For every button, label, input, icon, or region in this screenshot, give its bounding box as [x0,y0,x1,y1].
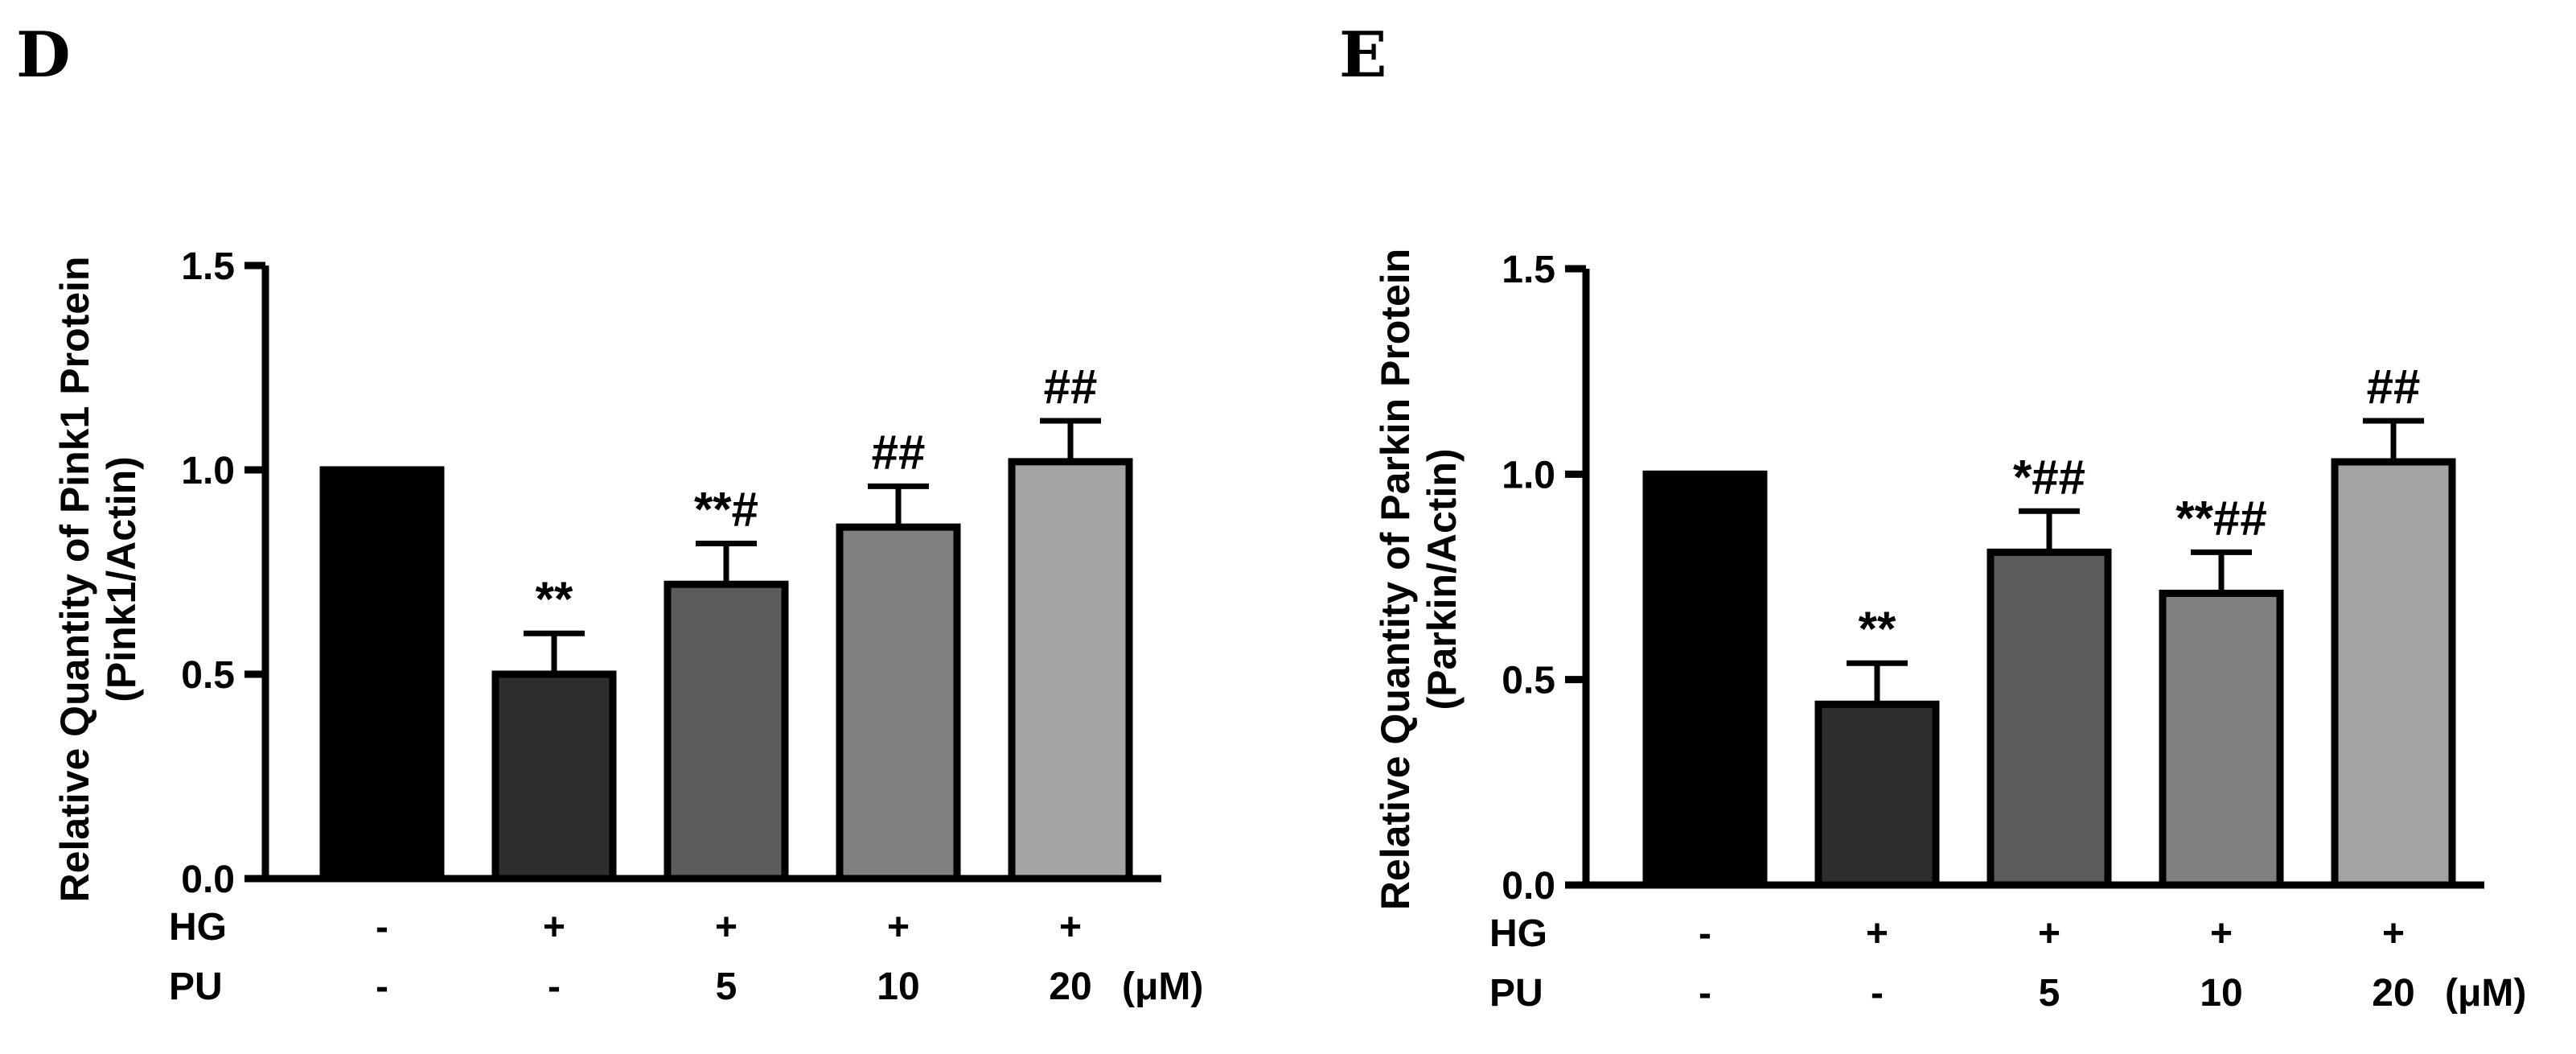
condition-table: HG - + + + + PU - - 5 10 20 (μM) [1489,912,2526,1015]
bar [1986,548,2112,889]
condition-value: + [2210,912,2233,955]
condition-table: HG - + + + + PU - - 5 10 20 (μM) [169,906,1203,1008]
y-axis-label-line1: Relative Quantity of Pink1 Protein [52,257,97,903]
y-axis-label-line2: (Parkin/Actin) [1419,448,1465,710]
y-tick-label: 0.0 [1502,865,1555,908]
panel-letter: E [1339,19,1387,92]
bars: ** *## **## ## [1642,360,2456,889]
significance-label: ** [1859,602,1896,656]
bar [2331,458,2456,889]
condition-value: 20 [1049,965,1091,1008]
panel-letter: D [16,19,71,92]
y-tick-label: 1.5 [181,245,235,288]
condition-value: - [1871,972,1884,1015]
condition-value: + [1059,906,1082,949]
bar [2159,589,2284,889]
significance-label: ## [1044,360,1098,414]
significance-label: *## [2013,450,2085,504]
condition-value: + [887,906,910,949]
y-axis-label: Relative Quantity of Parkin Protein (Par… [1373,249,1465,910]
condition-value: 5 [2039,972,2060,1015]
y-tick-label: 1.0 [1502,454,1555,496]
bar [1642,470,1768,889]
bar [1814,700,1940,889]
condition-value: - [376,906,388,949]
condition-value: 5 [716,965,737,1008]
significance-label: ## [872,425,926,479]
unit-label: (μM) [1122,965,1203,1008]
unit-label: (μM) [2445,972,2526,1015]
significance-label: ** [536,572,573,626]
significance-label: **# [694,482,758,536]
significance-label: ## [2367,360,2421,414]
condition-value: 10 [877,965,919,1008]
condition-value: 10 [2200,972,2242,1015]
y-tick-label: 1.0 [181,450,235,492]
condition-value: + [1866,912,1888,955]
bar [664,580,789,883]
bar [1008,458,1133,883]
y-axis-label-line2: (Pink1/Actin) [99,456,144,702]
bars: ** **# ## ## [319,360,1133,883]
condition-value: + [543,906,565,949]
condition-label: PU [169,965,223,1008]
significance-label: **## [2175,491,2266,545]
bar [836,523,961,883]
condition-value: - [1699,972,1711,1015]
condition-value: - [1699,912,1711,955]
y-axis-label: Relative Quantity of Pink1 Protein (Pink… [52,257,144,903]
panel-e: E Relative Quantity of Parkin Protein (P… [1339,19,2526,1015]
y-tick-label: 1.5 [1502,249,1555,291]
condition-label: PU [1489,972,1543,1015]
y-tick-label: 0.5 [1502,660,1555,702]
condition-label: HG [1489,912,1547,955]
condition-value: + [2382,912,2405,955]
panel-d: D Relative Quantity of Pink1 Protein (Pi… [16,19,1203,1008]
condition-value: + [2038,912,2060,955]
condition-value: - [376,965,388,1008]
condition-value: - [548,965,561,1008]
y-axis-label-line1: Relative Quantity of Parkin Protein [1373,249,1418,910]
condition-value: 20 [2372,972,2414,1015]
y-tick-label: 0.0 [181,858,235,901]
y-tick-label: 0.5 [181,654,235,697]
bar [319,466,445,883]
condition-label: HG [169,906,227,949]
bar [491,670,617,883]
condition-value: + [715,906,737,949]
